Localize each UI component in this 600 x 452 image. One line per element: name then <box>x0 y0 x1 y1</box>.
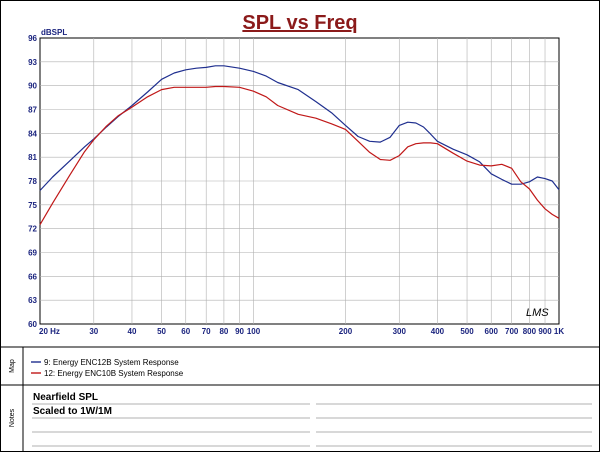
y-tick-label: 72 <box>28 225 37 234</box>
y-tick-label: 66 <box>28 272 37 281</box>
x-tick-label: 70 <box>202 327 211 336</box>
legend-entry: 12: Energy ENC10B System Response <box>44 369 184 378</box>
x-tick-label: 90 <box>235 327 244 336</box>
x-tick-label: 40 <box>128 327 137 336</box>
x-tick-label: 600 <box>485 327 499 336</box>
notes-line-1: Nearfield SPL <box>33 392 98 403</box>
y-tick-label: 93 <box>28 58 37 67</box>
x-tick-label: 700 <box>505 327 519 336</box>
x-tick-label: 1K <box>554 327 564 336</box>
x-tick-label: 30 <box>89 327 98 336</box>
notes-panel: Notes Nearfield SPL Scaled to 1W/1M <box>9 392 592 447</box>
grid-lines <box>40 38 559 324</box>
y-tick-label: 63 <box>28 296 37 305</box>
y-tick-label: 60 <box>28 320 37 329</box>
x-tick-label: 50 <box>157 327 166 336</box>
legend-entry: 9: Energy ENC12B System Response <box>44 358 179 367</box>
x-tick-label: 80 <box>219 327 228 336</box>
x-tick-label: 200 <box>339 327 353 336</box>
y-tick-label: 90 <box>28 82 37 91</box>
notes-line-2: Scaled to 1W/1M <box>33 406 112 417</box>
legend-side-label: Map <box>9 359 16 373</box>
y-tick-label: 81 <box>28 153 37 162</box>
y-tick-label: 96 <box>28 34 37 43</box>
lms-watermark: LMS <box>526 307 549 319</box>
y-tick-label: 69 <box>28 249 37 258</box>
chart-title: SPL vs Freq <box>242 12 357 34</box>
x-tick-label: 60 <box>181 327 190 336</box>
x-tick-label: 20 Hz <box>39 327 60 336</box>
x-tick-label: 300 <box>393 327 407 336</box>
x-tick-label: 500 <box>460 327 474 336</box>
y-tick-label: 87 <box>28 106 37 115</box>
legend: 9: Energy ENC12B System Response 12: Ener… <box>31 358 184 378</box>
x-tick-label: 100 <box>247 327 261 336</box>
y-tick-label: 78 <box>28 177 37 186</box>
x-tick-labels: 20 Hz 30 40 50 60 70 80 90 100 200 300 400 500 600 700… <box>39 327 564 336</box>
y-axis-label: dBSPL <box>41 28 67 37</box>
x-tick-label: 400 <box>431 327 445 336</box>
y-tick-label: 84 <box>28 129 37 138</box>
y-tick-label: 75 <box>28 201 37 210</box>
notes-side-label: Notes <box>9 408 16 427</box>
x-tick-label: 800 <box>523 327 537 336</box>
series-lines <box>39 65 560 226</box>
x-tick-label: 900 <box>538 327 552 336</box>
legend-panel: Map 9: Energy ENC12B System Response 12: … <box>1 346 599 451</box>
series-line <box>39 85 560 226</box>
series-line <box>39 65 560 191</box>
y-tick-labels: 96 93 90 87 84 81 78 75 72 69 66 63 60 <box>28 34 37 329</box>
plot-area: 96 93 90 87 84 81 78 75 72 69 66 63 60 20 Hz 30 40 50 60… <box>28 34 564 336</box>
